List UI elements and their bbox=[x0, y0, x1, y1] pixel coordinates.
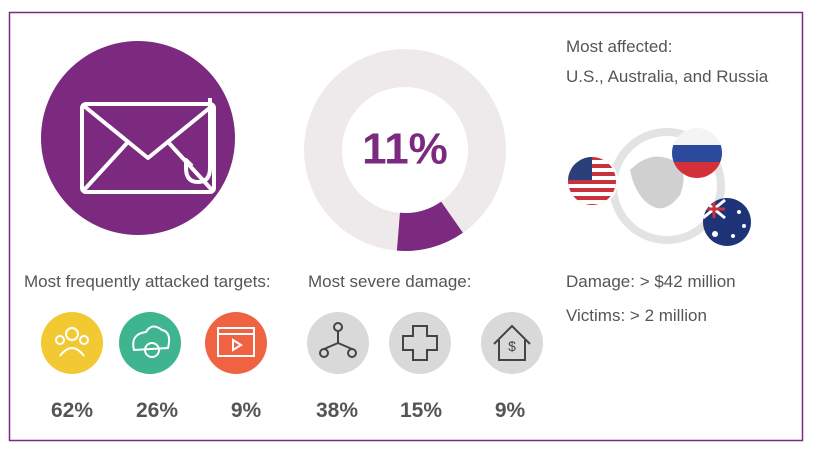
globe-flags bbox=[566, 128, 751, 246]
svg-text:$: $ bbox=[508, 338, 516, 354]
damage-percent: 38% bbox=[316, 399, 358, 422]
phishing-icon bbox=[41, 41, 235, 235]
target-percent: 62% bbox=[51, 399, 93, 422]
damage-stat: Damage: > $42 million bbox=[566, 272, 736, 291]
target-percent: 9% bbox=[231, 399, 262, 422]
target-icons bbox=[41, 312, 267, 374]
affected-countries: U.S., Australia, and Russia bbox=[566, 67, 769, 86]
frame bbox=[8, 11, 804, 442]
target-percent: 26% bbox=[136, 399, 178, 422]
damage-percent: 15% bbox=[400, 399, 442, 422]
damage-percent: 9% bbox=[495, 399, 526, 422]
damage-title: Most severe damage: bbox=[308, 272, 471, 291]
victims-stat: Victims: > 2 million bbox=[566, 306, 707, 325]
donut: 11% bbox=[304, 49, 506, 251]
affected-title: Most affected: bbox=[566, 37, 672, 56]
donut-segment bbox=[396, 201, 463, 251]
donut-label: 11% bbox=[362, 125, 448, 174]
targets-title: Most frequently attacked targets: bbox=[24, 272, 271, 291]
damage-icons: $ bbox=[307, 312, 543, 374]
